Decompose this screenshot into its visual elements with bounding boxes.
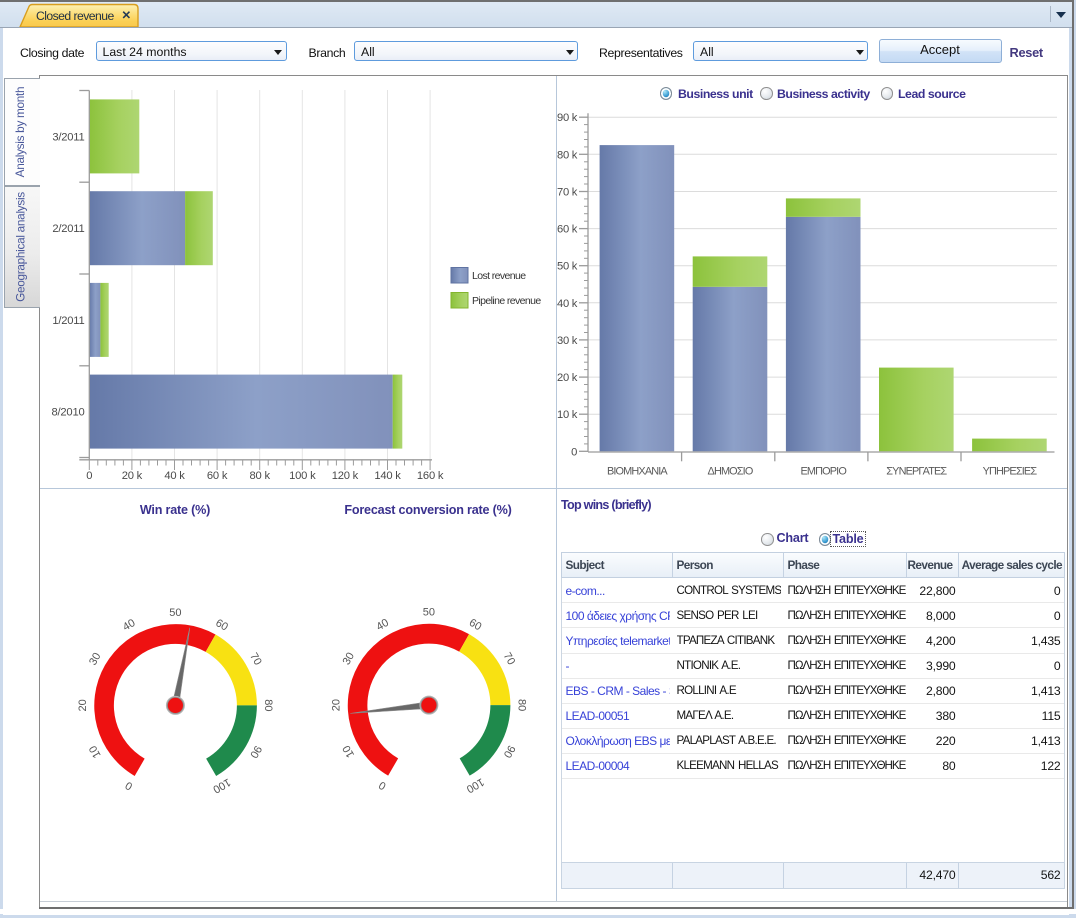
svg-text:2/2011: 2/2011 xyxy=(52,223,84,235)
svg-text:20 k: 20 k xyxy=(122,470,143,482)
svg-text:40: 40 xyxy=(374,617,391,634)
svg-text:120 k: 120 k xyxy=(332,470,359,482)
svg-text:8/2010: 8/2010 xyxy=(51,407,84,419)
svg-text:30 k: 30 k xyxy=(557,335,578,347)
svg-text:ΕΜΠΟΡΙΟ: ΕΜΠΟΡΙΟ xyxy=(800,466,846,478)
svg-text:80 k: 80 k xyxy=(250,470,271,482)
svg-text:50 k: 50 k xyxy=(557,261,578,273)
svg-text:140 k: 140 k xyxy=(374,470,401,482)
svg-text:160 k: 160 k xyxy=(417,470,444,482)
svg-text:ΥΠΗΡΕΣΙΕΣ: ΥΠΗΡΕΣΙΕΣ xyxy=(983,466,1038,478)
svg-text:Lost revenue: Lost revenue xyxy=(472,270,526,282)
svg-text:1/2011: 1/2011 xyxy=(52,315,84,327)
svg-text:40 k: 40 k xyxy=(164,470,185,482)
svg-text:ΒΙΟΜΗΧΑΝΙΑ: ΒΙΟΜΗΧΑΝΙΑ xyxy=(607,466,668,478)
svg-text:80: 80 xyxy=(262,699,274,711)
svg-text:60 k: 60 k xyxy=(557,224,578,236)
svg-text:100: 100 xyxy=(464,775,486,795)
svg-text:ΔΗΜΟΣΙΟ: ΔΗΜΟΣΙΟ xyxy=(708,466,753,478)
svg-text:100: 100 xyxy=(211,776,233,796)
svg-text:90: 90 xyxy=(247,743,264,760)
svg-text:20 k: 20 k xyxy=(557,372,578,384)
svg-text:40 k: 40 k xyxy=(557,298,578,310)
svg-text:10: 10 xyxy=(87,743,104,760)
svg-text:80 k: 80 k xyxy=(557,149,578,161)
svg-text:30: 30 xyxy=(341,651,358,668)
svg-text:0: 0 xyxy=(377,778,388,791)
svg-text:100 k: 100 k xyxy=(289,470,316,482)
svg-text:70 k: 70 k xyxy=(557,187,578,199)
svg-text:70: 70 xyxy=(247,651,264,668)
svg-text:10: 10 xyxy=(341,743,358,760)
svg-text:30: 30 xyxy=(87,651,104,668)
svg-text:70: 70 xyxy=(501,651,518,668)
svg-text:40: 40 xyxy=(121,617,138,634)
svg-text:60 k: 60 k xyxy=(207,470,228,482)
svg-text:0: 0 xyxy=(86,470,92,482)
svg-text:ΣΥΝΕΡΓΑΤΕΣ: ΣΥΝΕΡΓΑΤΕΣ xyxy=(886,466,947,478)
svg-text:50: 50 xyxy=(423,607,435,619)
svg-text:50: 50 xyxy=(169,607,181,619)
svg-text:90 k: 90 k xyxy=(557,112,578,124)
svg-text:80: 80 xyxy=(515,699,527,711)
svg-text:20: 20 xyxy=(330,699,342,711)
svg-text:10 k: 10 k xyxy=(557,409,578,421)
svg-text:Pipeline revenue: Pipeline revenue xyxy=(472,295,541,307)
svg-text:0: 0 xyxy=(123,779,134,792)
svg-text:0: 0 xyxy=(571,446,577,458)
svg-text:90: 90 xyxy=(501,743,518,760)
svg-text:60: 60 xyxy=(467,617,484,634)
svg-text:60: 60 xyxy=(213,617,230,634)
svg-text:3/2011: 3/2011 xyxy=(52,131,84,143)
svg-text:20: 20 xyxy=(77,699,89,711)
